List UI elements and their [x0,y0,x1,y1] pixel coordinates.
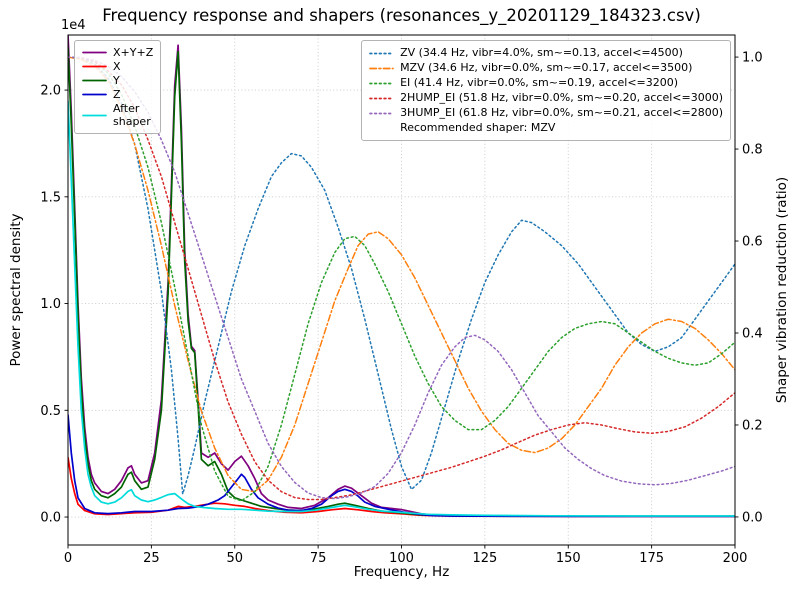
legend-shaper: ZV (34.4 Hz, vibr=4.0%, sm~=0.13, accel<… [361,40,731,141]
curve-mzv [68,56,735,493]
legend-line-sample [369,97,394,99]
legend-line-sample [82,65,107,68]
legend-label: X [113,60,121,73]
legend-line-sample [369,123,394,134]
legend-label: 2HUMP_EI (51.8 Hz, vibr=0.0%, sm~=0.20, … [400,91,723,104]
x-tick-label: 125 [472,551,497,566]
x-tick-label: 75 [310,551,327,566]
curve-zv [68,56,735,495]
curve-y [68,47,735,518]
legend-line-sample [82,93,107,96]
legend-label: Recommended shaper: MZV [400,121,556,134]
curve-x [68,457,735,518]
x-tick-label: 150 [556,551,581,566]
legend-line-sample [369,67,394,69]
legend-psd: X+Y+Z X Y Z After shaper [74,40,162,134]
legend-entry: X+Y+Z [82,46,153,59]
x-tick-label: 200 [723,551,748,566]
legend-entry: EI (41.4 Hz, vibr=0.0%, sm~=0.19, accel<… [369,76,723,90]
legend-entry: 3HUMP_EI (61.8 Hz, vibr=0.0%, sm~=0.21, … [369,106,723,120]
legend-label: MZV (34.6 Hz, vibr=0.0%, sm~=0.17, accel… [400,61,693,74]
legend-entry: ZV (34.4 Hz, vibr=4.0%, sm~=0.13, accel<… [369,46,723,60]
y-axis-label-right: Shaper vibration reduction (ratio) [774,176,790,404]
y-right-tick-label: 0.4 [742,326,763,341]
curves [68,35,735,518]
x-tick-label: 0 [64,551,72,566]
y-axis-label-left: Power spectral density [8,213,24,367]
x-tick-label: 175 [639,551,664,566]
x-tick-label: 25 [143,551,160,566]
y-left-tick-label: 0.0 [40,511,61,526]
legend-entry: MZV (34.6 Hz, vibr=0.0%, sm~=0.17, accel… [369,61,723,75]
legend-entry: Recommended shaper: MZV [369,121,723,135]
legend-line-sample [369,112,394,114]
curve-after-shaper [68,100,735,517]
legend-label: EI (41.4 Hz, vibr=0.0%, sm~=0.19, accel<… [400,76,679,89]
y-right-tick-label: 0.6 [742,235,763,250]
legend-label: Y [113,74,120,87]
curve-z [68,414,735,518]
legend-label: ZV (34.4 Hz, vibr=4.0%, sm~=0.13, accel<… [400,46,683,59]
legend-entry: X [82,60,153,73]
legend-label: X+Y+Z [113,46,154,59]
x-tick-label: 100 [389,551,414,566]
y-right-tick-label: 0.2 [742,418,763,433]
tick-marks [64,56,739,549]
legend-entry: Y [82,74,153,87]
y-right-tick-label: 0.0 [742,510,763,525]
y-right-tick-label: 0.8 [742,143,763,158]
legend-entry: 2HUMP_EI (51.8 Hz, vibr=0.0%, sm~=0.20, … [369,91,723,105]
legend-line-sample [369,52,394,54]
tick-labels: 0 25 50 75 100 125 150 175 200 0.0 0.5 1.0 1.5 2.0 0.0… [40,51,762,566]
legend-label: 3HUMP_EI (61.8 Hz, vibr=0.0%, sm~=0.21, … [400,106,723,119]
legend-line-sample [82,51,107,54]
x-tick-label: 50 [226,551,243,566]
curve-ei [68,56,735,502]
y-left-tick-label: 1.0 [40,297,61,312]
chart-title: Frequency response and shapers (resonanc… [102,6,701,25]
y-right-tick-label: 1.0 [742,51,763,66]
legend-line-sample [82,114,107,116]
legend-line-sample [82,79,107,82]
y-left-tick-label: 1.5 [40,190,61,205]
curve-3hump_ei [68,56,735,500]
y-left-tick-label: 2.0 [40,84,61,99]
legend-entry: Z [82,88,153,101]
y-left-tick-label: 0.5 [40,404,61,419]
legend-entry: After shaper [82,102,153,128]
legend-label: Z [113,88,121,101]
axis-offset-text: 1e4 [61,18,86,33]
x-axis-label: Frequency, Hz [353,564,450,580]
legend-label: After shaper [113,102,151,128]
legend-line-sample [369,82,394,84]
